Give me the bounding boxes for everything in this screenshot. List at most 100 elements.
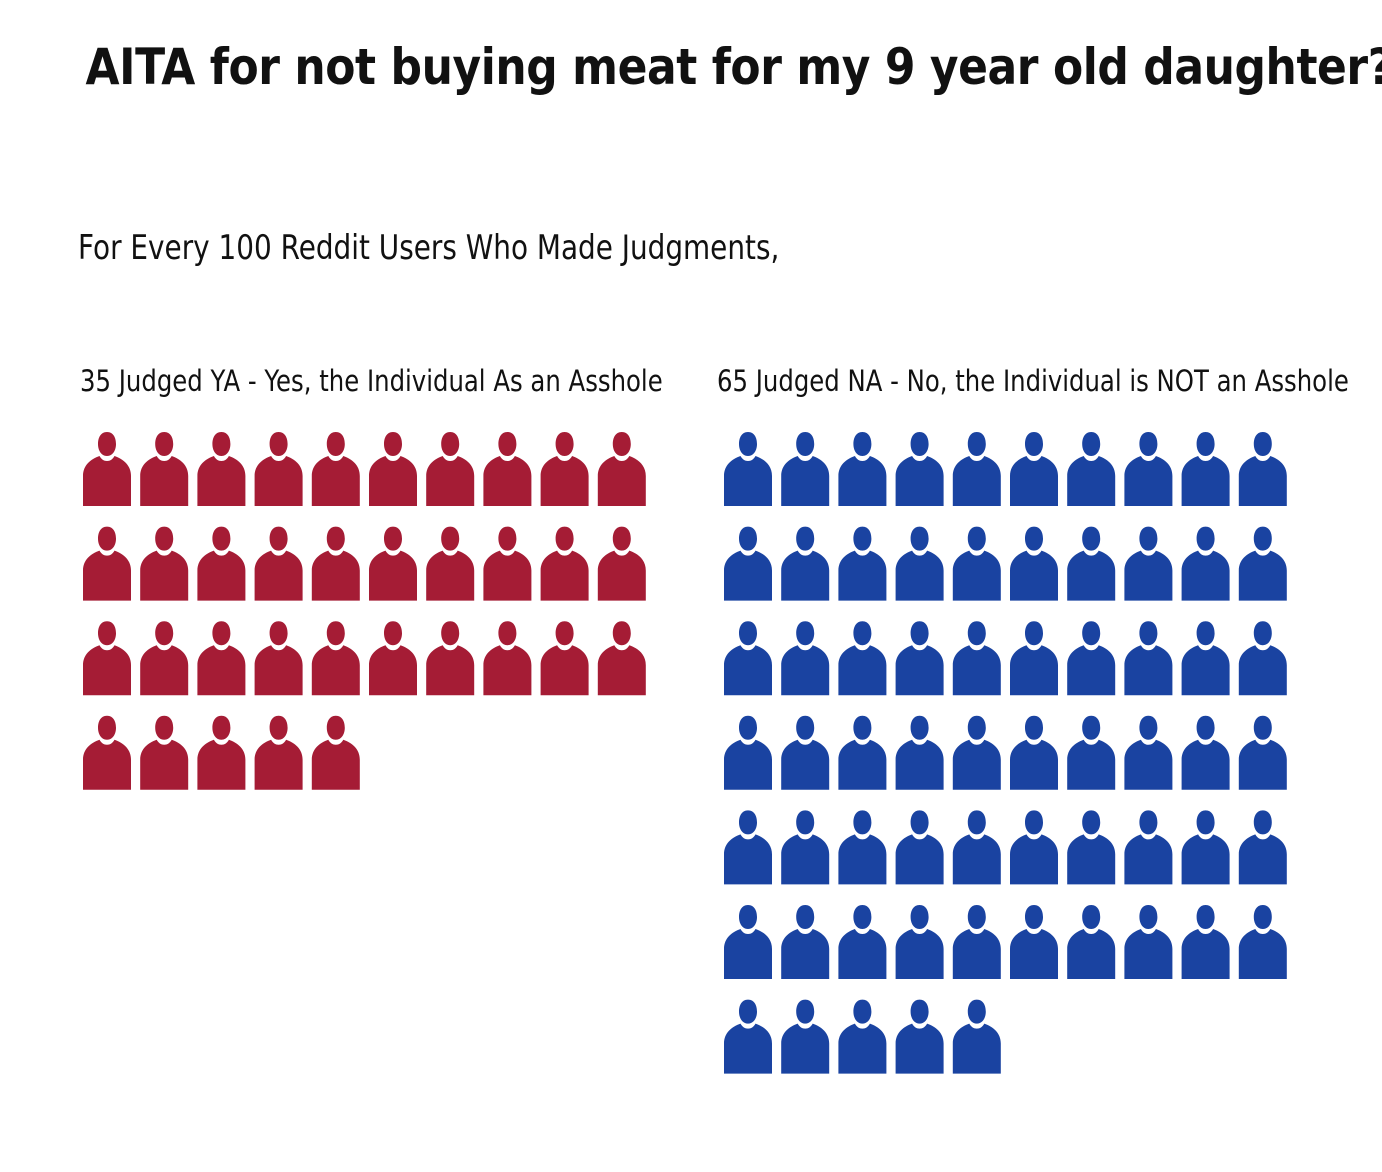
person-icon-na-3 [838,432,887,506]
person-icon-ya-4 [254,432,303,506]
person-icon-na-15 [952,526,1001,601]
person-icon-na-31 [724,715,772,790]
person-icon-ya-22 [140,621,189,696]
person-icon-na-62 [781,999,830,1074]
person-icon-ya-12 [140,526,189,601]
person-icon-na-61 [724,999,772,1074]
person-icon-ya-5 [311,432,360,506]
person-icon-na-65 [952,999,1001,1074]
person-icon-ya-3 [197,432,246,506]
person-icon-ya-17 [426,526,475,601]
person-icon-na-8 [1124,432,1173,506]
chart-title: AITA for not buying meat for my 9 year o… [85,38,1382,96]
person-icon-ya-2 [140,432,189,506]
person-icon-ya-11 [83,526,131,601]
person-icon-na-60 [1238,905,1287,979]
person-icon-na-17 [1067,526,1116,601]
person-icon-ya-33 [197,715,246,790]
person-icon-na-9 [1181,432,1230,506]
person-icon-ya-9 [540,432,589,506]
person-icon-na-48 [1124,810,1173,885]
person-icon-na-50 [1238,810,1287,885]
person-icon-na-21 [724,621,772,696]
person-icon-na-36 [1010,715,1058,790]
person-icon-ya-21 [83,621,131,696]
person-icon-ya-14 [254,526,303,601]
person-icon-ya-28 [483,621,532,696]
person-icon-ya-1 [83,432,131,506]
person-icon-na-12 [781,526,830,601]
person-icon-na-34 [895,715,944,790]
group-label-na: 65 Judged NA - No, the Individual is NOT… [717,364,1349,398]
person-icon-na-27 [1067,621,1116,696]
person-icon-ya-30 [597,621,646,696]
person-icon-na-28 [1124,621,1173,696]
person-icon-na-58 [1124,905,1173,979]
person-icon-na-41 [724,810,772,885]
person-icon-na-16 [1010,526,1058,601]
person-icon-na-57 [1067,905,1116,979]
person-icon-na-20 [1238,526,1287,601]
person-icon-ya-18 [483,526,532,601]
person-icon-na-51 [724,905,772,979]
person-icon-ya-24 [254,621,303,696]
person-icon-na-46 [1010,810,1058,885]
person-icon-na-19 [1181,526,1230,601]
person-icon-na-56 [1010,905,1058,979]
person-icon-ya-8 [483,432,532,506]
person-icon-ya-34 [254,715,303,790]
person-icon-na-59 [1181,905,1230,979]
person-icon-na-6 [1010,432,1058,506]
person-icon-ya-25 [311,621,360,696]
person-icon-na-10 [1238,432,1287,506]
person-icon-na-43 [838,810,887,885]
person-icon-na-53 [838,905,887,979]
person-icon-na-24 [895,621,944,696]
person-icon-na-18 [1124,526,1173,601]
person-icon-na-47 [1067,810,1116,885]
person-icon-ya-20 [597,526,646,601]
person-icon-na-32 [781,715,830,790]
person-icon-na-7 [1067,432,1116,506]
person-icon-na-1 [724,432,772,506]
person-icon-na-42 [781,810,830,885]
person-icon-na-13 [838,526,887,601]
person-icon-ya-10 [597,432,646,506]
person-icon-na-39 [1181,715,1230,790]
person-icon-na-49 [1181,810,1230,885]
person-icon-na-54 [895,905,944,979]
person-icon-na-64 [895,999,944,1074]
person-icon-ya-23 [197,621,246,696]
group-label-ya: 35 Judged YA - Yes, the Individual As an… [80,364,663,398]
person-icon-na-4 [895,432,944,506]
person-icon-ya-15 [311,526,360,601]
person-icon-na-23 [838,621,887,696]
person-icon-ya-6 [369,432,417,506]
person-icon-na-35 [952,715,1001,790]
person-icon-ya-29 [540,621,589,696]
person-icon-ya-32 [140,715,189,790]
person-icon-na-33 [838,715,887,790]
person-icon-na-29 [1181,621,1230,696]
person-icon-na-14 [895,526,944,601]
person-icon-na-63 [838,999,887,1074]
person-icon-na-26 [1010,621,1058,696]
person-icon-na-22 [781,621,830,696]
person-icon-ya-27 [426,621,475,696]
person-icon-ya-7 [426,432,475,506]
person-icon-na-38 [1124,715,1173,790]
person-icon-na-25 [952,621,1001,696]
person-icon-na-37 [1067,715,1116,790]
person-icon-na-30 [1238,621,1287,696]
person-icon-na-11 [724,526,772,601]
person-icon-na-40 [1238,715,1287,790]
chart-subtitle: For Every 100 Reddit Users Who Made Judg… [78,228,780,268]
person-icon-na-52 [781,905,830,979]
person-icon-ya-19 [540,526,589,601]
person-icon-ya-26 [369,621,417,696]
person-icon-na-45 [952,810,1001,885]
person-icon-ya-35 [311,715,360,790]
person-icon-ya-16 [369,526,417,601]
